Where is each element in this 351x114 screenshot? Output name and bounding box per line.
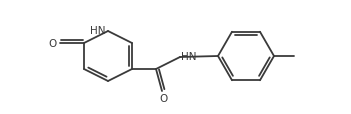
Text: HN: HN [90,26,105,36]
Text: HN: HN [181,52,197,61]
Text: O: O [49,39,57,49]
Text: O: O [159,93,167,103]
